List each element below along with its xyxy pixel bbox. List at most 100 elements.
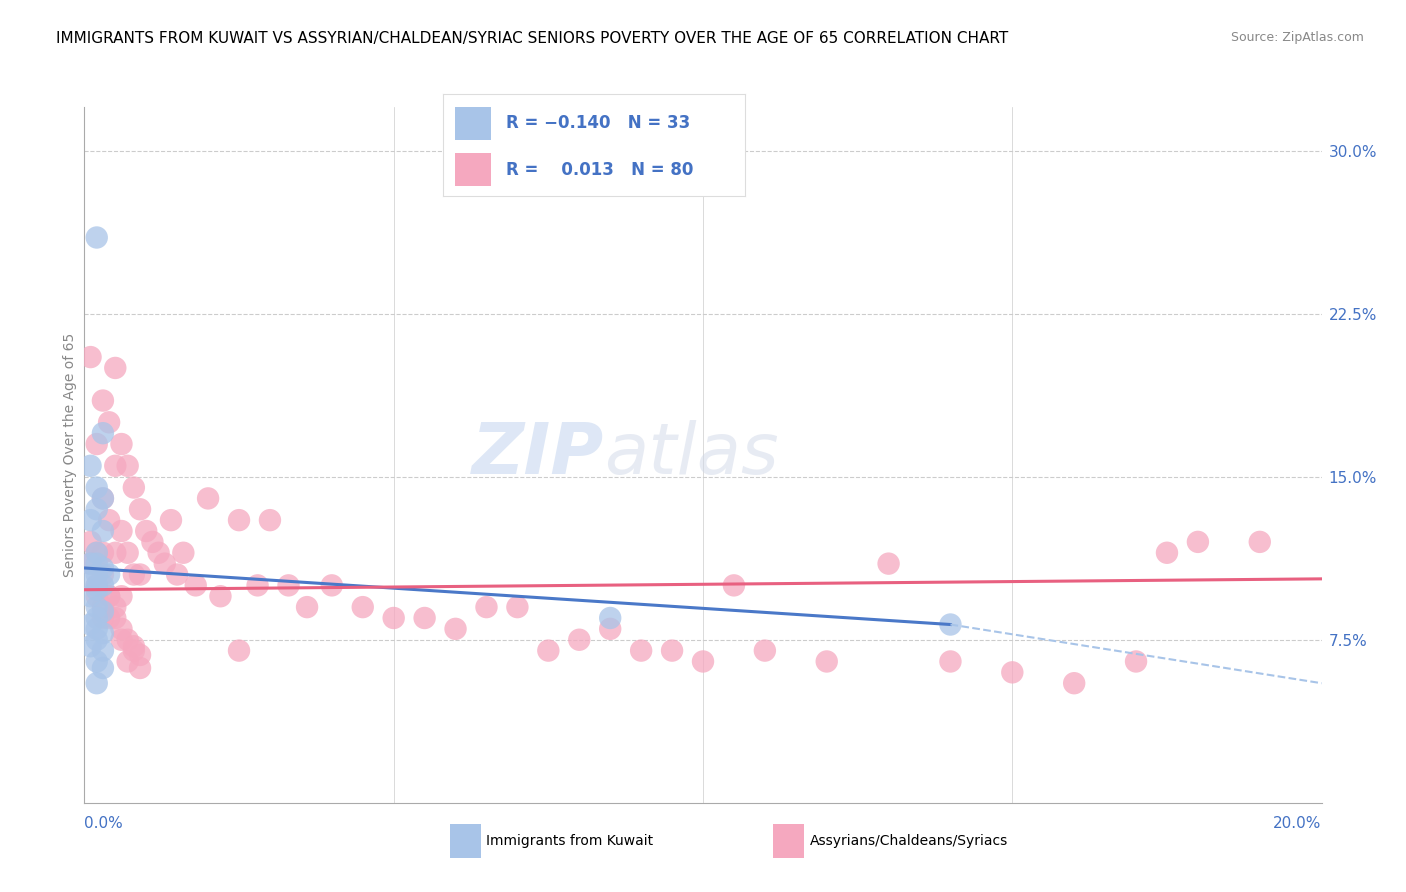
Point [86,600,108,615]
Point [129,567,152,582]
Point [86,578,108,592]
Point [122,481,145,495]
Point [86,437,108,451]
Point [117,655,139,669]
Text: 15: 15 [1012,815,1014,816]
Point [98,415,121,429]
Point [86,622,108,636]
Point [141,535,163,549]
Text: R = −0.140   N = 33: R = −0.140 N = 33 [506,114,690,132]
Point [91,393,114,408]
Point [1063,676,1085,690]
Point [277,578,299,592]
Point [104,360,127,375]
Point [79,350,101,364]
Point [599,611,621,625]
Point [86,582,108,597]
Point [506,600,529,615]
Point [86,502,108,516]
Point [877,557,900,571]
Point [86,546,108,560]
Point [91,524,114,538]
Point [197,491,219,506]
Point [166,567,188,582]
Point [444,622,467,636]
Point [91,611,114,625]
Point [295,600,318,615]
Point [98,513,121,527]
Point [104,600,127,615]
Point [86,557,108,571]
Point [352,600,374,615]
Point [98,567,121,582]
Point [110,437,132,451]
Point [382,611,405,625]
Point [939,655,962,669]
Point [104,611,127,625]
Point [172,546,194,560]
Bar [456,153,491,186]
Point [79,513,101,527]
Point [86,589,108,603]
Point [79,458,101,473]
Text: Assyrians/Chaldeans/Syriacs: Assyrians/Chaldeans/Syriacs [810,834,1008,848]
Point [86,546,108,560]
Point [122,643,145,657]
Point [91,546,114,560]
Point [98,589,121,603]
Point [537,643,560,657]
Point [568,632,591,647]
Text: Immigrants from Kuwait: Immigrants from Kuwait [486,834,654,848]
Point [110,589,132,603]
Point [122,567,145,582]
Point [661,643,683,657]
Point [129,661,152,675]
Point [117,632,139,647]
Point [754,643,776,657]
Point [723,578,745,592]
Point [1249,535,1271,549]
Point [110,622,132,636]
Point [475,600,498,615]
Point [1125,655,1147,669]
Point [91,426,114,441]
Point [91,491,114,506]
Point [246,578,269,592]
Point [129,648,152,662]
Point [135,524,157,538]
Text: 10: 10 [703,815,704,816]
Text: Source: ZipAtlas.com: Source: ZipAtlas.com [1230,31,1364,45]
Text: R =    0.013   N = 80: R = 0.013 N = 80 [506,161,693,178]
Point [692,655,714,669]
Point [91,491,114,506]
Text: 0.0%: 0.0% [84,816,124,831]
Point [228,513,250,527]
Point [91,578,114,592]
Point [86,655,108,669]
Point [91,561,114,575]
Point [91,600,114,615]
Point [939,617,962,632]
Point [104,546,127,560]
Point [630,643,652,657]
Point [321,578,343,592]
Point [79,572,101,586]
Point [86,632,108,647]
Point [117,546,139,560]
Point [86,676,108,690]
Point [91,605,114,619]
Point [79,557,101,571]
Point [79,617,101,632]
Point [79,639,101,653]
Point [1187,535,1209,549]
Point [86,578,108,592]
Point [1001,665,1024,680]
Point [209,589,232,603]
Point [110,632,132,647]
Text: atlas: atlas [605,420,779,490]
Point [91,661,114,675]
Point [91,643,114,657]
Point [122,639,145,653]
Point [91,567,114,582]
Point [259,513,281,527]
